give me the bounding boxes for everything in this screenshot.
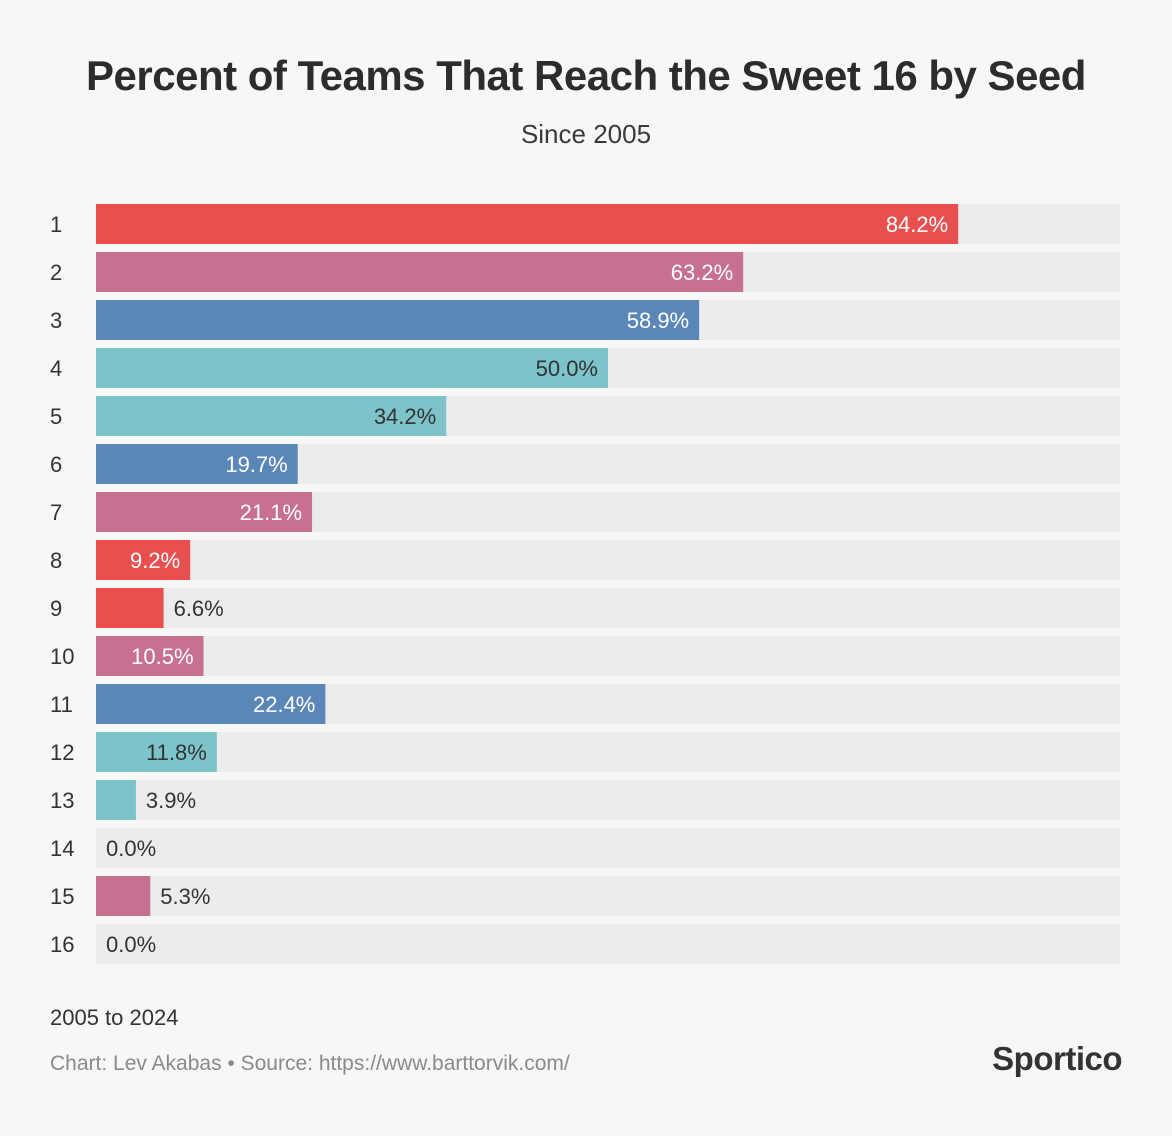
seed-label: 13 [50, 788, 74, 813]
bar-seed-10 [96, 636, 204, 676]
value-label: 9.2% [130, 548, 180, 573]
bar-seed-6 [96, 444, 298, 484]
source-credit: Chart: Lev Akabas • Source: https://www.… [50, 1052, 570, 1075]
bar-seed-3 [96, 300, 700, 340]
bar-seed-8 [96, 540, 191, 580]
value-label: 0.0% [106, 932, 156, 957]
bar-track [96, 828, 1120, 868]
bar-seed-4 [96, 348, 608, 388]
bar-seed-11 [96, 684, 326, 724]
value-label: 63.2% [671, 260, 733, 285]
bar-seed-9 [96, 588, 164, 628]
bar-track [96, 924, 1120, 964]
seed-label: 7 [50, 500, 62, 525]
seed-label: 8 [50, 548, 62, 573]
value-label: 34.2% [374, 404, 436, 429]
value-label: 21.1% [240, 500, 302, 525]
bar-seed-13 [96, 780, 136, 820]
seed-label: 3 [50, 308, 62, 333]
date-range-note: 2005 to 2024 [50, 1005, 179, 1030]
seed-label: 6 [50, 452, 62, 477]
seed-label: 16 [50, 932, 74, 957]
bar-track [96, 732, 1120, 772]
seed-label: 4 [50, 356, 62, 381]
value-label: 0.0% [106, 836, 156, 861]
value-label: 3.9% [146, 788, 196, 813]
value-label: 58.9% [627, 308, 689, 333]
seed-label: 2 [50, 260, 62, 285]
seed-label: 11 [50, 692, 73, 717]
seed-label: 14 [50, 836, 74, 861]
bar-track [96, 780, 1120, 820]
bar-seed-5 [96, 396, 447, 436]
bar-seed-12 [96, 732, 217, 772]
value-label: 10.5% [131, 644, 193, 669]
bar-seed-7 [96, 492, 313, 532]
chart-subtitle: Since 2005 [520, 119, 652, 149]
bar-track [96, 876, 1120, 916]
value-label: 5.3% [160, 884, 210, 909]
bar-chart: 1 84.2% 2 63.2% 3 58.9% 4 50.0% 5 34.2% 6 19.7% 7 21.… [50, 204, 1120, 964]
chart-title: Percent of Teams That Reach the Sweet 16… [86, 52, 1086, 99]
sportico-logo: Sportico [992, 1040, 1122, 1077]
seed-label: 15 [50, 884, 74, 909]
seed-label: 5 [50, 404, 62, 429]
seed-label: 12 [50, 740, 74, 765]
value-label: 11.8% [146, 740, 207, 765]
bar-track [96, 540, 1120, 580]
seed-label: 10 [50, 644, 74, 669]
seed-label: 1 [50, 212, 62, 237]
value-label: 6.6% [174, 596, 224, 621]
bar-seed-15 [96, 876, 151, 916]
bar-seed-2 [96, 252, 744, 292]
bar-track [96, 588, 1120, 628]
seed-label: 9 [50, 596, 62, 621]
bar-seed-1 [96, 204, 959, 244]
value-label: 19.7% [225, 452, 287, 477]
value-label: 22.4% [253, 692, 315, 717]
value-label: 84.2% [886, 212, 948, 237]
value-label: 50.0% [536, 356, 598, 381]
bar-track [96, 636, 1120, 676]
